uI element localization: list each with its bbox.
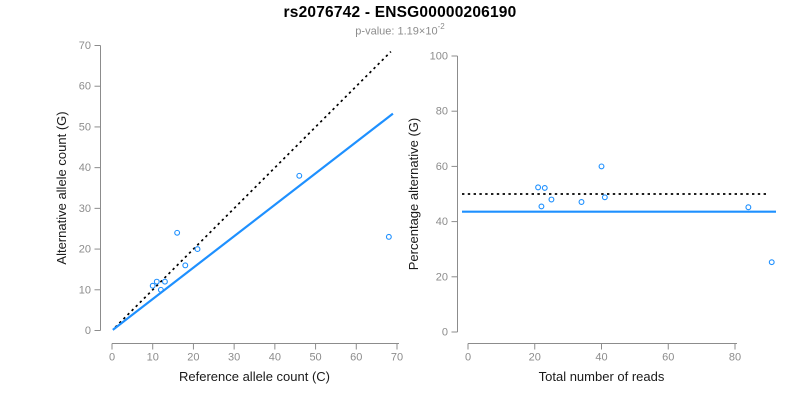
data-point xyxy=(157,286,164,293)
x-tick-label: 50 xyxy=(309,352,321,364)
y-tick-label: 100 xyxy=(430,51,448,63)
y-tick-label: 80 xyxy=(436,106,448,118)
data-point xyxy=(296,172,303,179)
subtitle-exponent: -2 xyxy=(437,22,445,31)
y-tick-label: 0 xyxy=(442,327,448,339)
data-point xyxy=(538,203,545,210)
x-tick-label: 30 xyxy=(228,352,240,364)
x-tick-label: 60 xyxy=(350,352,362,364)
x-tick-label: 80 xyxy=(729,352,741,364)
y-tick-label: 50 xyxy=(79,121,91,133)
y-tick-label: 20 xyxy=(436,271,448,283)
y-tick-label: 40 xyxy=(79,162,91,174)
data-point xyxy=(541,184,548,191)
x-tick-label: 40 xyxy=(595,352,607,364)
data-point xyxy=(548,196,555,203)
data-point xyxy=(174,229,181,236)
x-tick-label: 0 xyxy=(465,352,471,364)
data-point xyxy=(535,184,542,191)
x-tick-label: 40 xyxy=(269,352,281,364)
plot-title: rs2076742 - ENSG00000206190 xyxy=(283,4,517,21)
y-tick-label: 10 xyxy=(79,284,91,296)
data-point xyxy=(768,259,775,266)
y-tick-label: 70 xyxy=(79,40,91,52)
x-tick-label: 20 xyxy=(187,352,199,364)
data-point xyxy=(745,204,752,211)
data-point xyxy=(601,194,608,201)
data-point xyxy=(149,282,156,289)
subtitle-text: p-value: 1.19×10 xyxy=(355,25,438,38)
data-point xyxy=(578,199,585,205)
x-tick-label: 0 xyxy=(109,352,115,364)
data-point xyxy=(385,233,392,240)
y-tick-label: 0 xyxy=(85,325,91,337)
data-point xyxy=(194,246,201,253)
plot-subtitle: p-value: 1.19×10-2 xyxy=(0,22,800,38)
x-axis-label: Total number of reads xyxy=(539,369,665,384)
x-axis-label: Reference allele count (C) xyxy=(179,369,330,384)
data-point xyxy=(598,163,605,170)
x-tick-label: 60 xyxy=(662,352,674,364)
data-point xyxy=(182,262,189,269)
y-axis-label: Alternative allele count (G) xyxy=(54,111,69,264)
fit-line xyxy=(112,112,394,331)
y-tick-label: 40 xyxy=(436,216,448,228)
data-point xyxy=(161,278,168,285)
identity-line xyxy=(114,51,392,328)
y-tick-label: 30 xyxy=(79,203,91,215)
x-tick-label: 20 xyxy=(529,352,541,364)
x-tick-label: 70 xyxy=(391,352,403,364)
data-point xyxy=(153,278,160,285)
y-axis-label: Percentage alternative (G) xyxy=(406,118,421,270)
x-tick-label: 10 xyxy=(147,352,159,364)
y-tick-label: 20 xyxy=(79,244,91,256)
y-tick-label: 60 xyxy=(436,161,448,173)
y-tick-label: 60 xyxy=(79,81,91,93)
